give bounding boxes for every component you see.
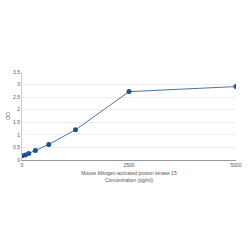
svg-text:0.5: 0.5 [13, 144, 20, 150]
svg-text:Mouse Mitogen-activated protei: Mouse Mitogen-activated protein kinase 1… [81, 170, 177, 183]
svg-text:1.5: 1.5 [13, 119, 20, 125]
svg-text:5000: 5000 [230, 162, 241, 168]
svg-text:0: 0 [17, 157, 20, 163]
svg-text:3: 3 [17, 81, 20, 87]
svg-text:OD: OD [5, 112, 11, 120]
svg-text:1: 1 [17, 132, 20, 138]
svg-text:3.5: 3.5 [13, 69, 20, 75]
svg-text:0: 0 [21, 162, 24, 168]
svg-text:2500: 2500 [123, 162, 134, 168]
svg-text:2: 2 [17, 106, 20, 112]
svg-text:2.5: 2.5 [13, 94, 20, 100]
